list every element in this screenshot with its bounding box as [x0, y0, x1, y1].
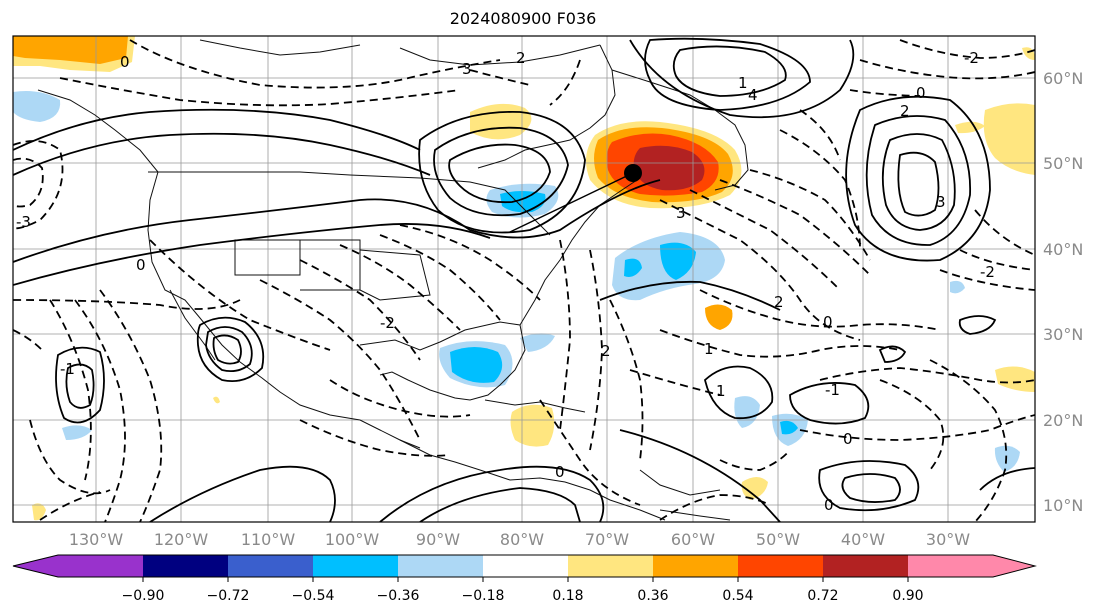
colorbar-tick-label: 0.18 [552, 588, 583, 604]
contour-label: -2 [380, 314, 395, 332]
contour-label: -1 [60, 360, 75, 378]
positive-anomalies [13, 36, 1035, 521]
contour-label: 3 [462, 60, 472, 78]
colorbar-segment [483, 555, 568, 577]
contour-label: 2 [900, 102, 910, 120]
contour-label: -2 [964, 49, 979, 67]
colorbar-segment [398, 555, 483, 577]
contour-label: 0 [823, 313, 833, 331]
contour-label: 0 [916, 84, 926, 102]
lon-label: 80°W [500, 530, 544, 549]
lon-label: 30°W [926, 530, 970, 549]
lon-label: 60°W [671, 530, 715, 549]
colorbar-extend-high [993, 555, 1035, 577]
latitude-labels: 60°N 50°N 40°N 30°N 20°N 10°N [1043, 69, 1083, 515]
contour-label: -3 [16, 213, 31, 231]
colorbar-segment [58, 555, 143, 577]
lat-label: 20°N [1043, 411, 1083, 430]
contour-label: 4 [748, 86, 758, 104]
colorbar-outline [12, 554, 1037, 578]
lon-label: 70°W [585, 530, 629, 549]
contour-label: 1 [738, 74, 748, 92]
longitude-labels: 130°W 120°W 110°W 100°W 90°W 80°W 70°W 6… [69, 530, 970, 549]
colorbar-segment [568, 555, 653, 577]
lat-label: 50°N [1043, 154, 1083, 173]
colorbar-segment [653, 555, 738, 577]
contour-label: 2 [601, 342, 611, 360]
contour-label: -2 [980, 263, 995, 281]
lat-label: 10°N [1043, 496, 1083, 515]
colorbar-segment [823, 555, 908, 577]
contour-label: 2 [774, 293, 784, 311]
colorbar-segment [908, 555, 993, 577]
colorbar-tick-label: −0.72 [207, 588, 250, 604]
colorbar-segment [228, 555, 313, 577]
colorbar: −0.90 −0.72 −0.54 −0.36 −0.18 0.18 0.36 … [12, 554, 1037, 604]
contour-label: -1 [825, 381, 840, 399]
contour-label: 0 [555, 463, 565, 481]
contour-label: 1 [704, 340, 714, 358]
contour-label: 0 [843, 430, 853, 448]
dashed-contours [13, 39, 1035, 522]
colorbar-tick-label: −0.18 [462, 588, 505, 604]
colorbar-tick-label: 0.36 [637, 588, 668, 604]
colorbar-extend-low [13, 555, 58, 577]
lon-label: 40°W [841, 530, 885, 549]
map-content: 0 3 2 1 4 0 3 2 -2 0 -1 -3 -2 0 2 1 0 3 … [13, 36, 1035, 522]
lon-label: 90°W [416, 530, 460, 549]
plot-title: 2024080900 F036 [449, 9, 597, 28]
colorbar-tick-label: −0.54 [292, 588, 335, 604]
lon-label: 50°W [756, 530, 800, 549]
solid-contours [13, 37, 1035, 522]
lat-label: 30°N [1043, 325, 1083, 344]
colorbar-tick-label: 0.54 [722, 588, 753, 604]
colorbar-segment [143, 555, 228, 577]
contour-label: 3 [936, 193, 946, 211]
contour-label: 2 [516, 49, 526, 67]
lon-label: 130°W [69, 530, 124, 549]
contour-label: 3 [676, 204, 686, 222]
lon-label: 100°W [325, 530, 380, 549]
contour-label: 1 [716, 382, 726, 400]
lon-label: 110°W [241, 530, 296, 549]
colorbar-tick-label: −0.90 [122, 588, 165, 604]
lat-label: 60°N [1043, 69, 1083, 88]
lat-label: 40°N [1043, 240, 1083, 259]
lon-label: 120°W [154, 530, 209, 549]
colorbar-segment [738, 555, 823, 577]
track-line [509, 172, 634, 233]
graticule [13, 36, 1035, 522]
map-frame [12, 35, 1036, 523]
colorbar-tick-label: 0.90 [892, 588, 923, 604]
contour-label: 0 [824, 496, 834, 514]
colorbar-segment [313, 555, 398, 577]
contour-label: 0 [136, 256, 146, 274]
contour-label: 0 [120, 53, 130, 71]
contour-labels: 0 3 2 1 4 0 3 2 -2 0 -1 -3 -2 0 2 1 0 3 … [16, 49, 995, 514]
colorbar-tick-label: −0.36 [377, 588, 420, 604]
colorbar-tick-label: 0.72 [807, 588, 838, 604]
